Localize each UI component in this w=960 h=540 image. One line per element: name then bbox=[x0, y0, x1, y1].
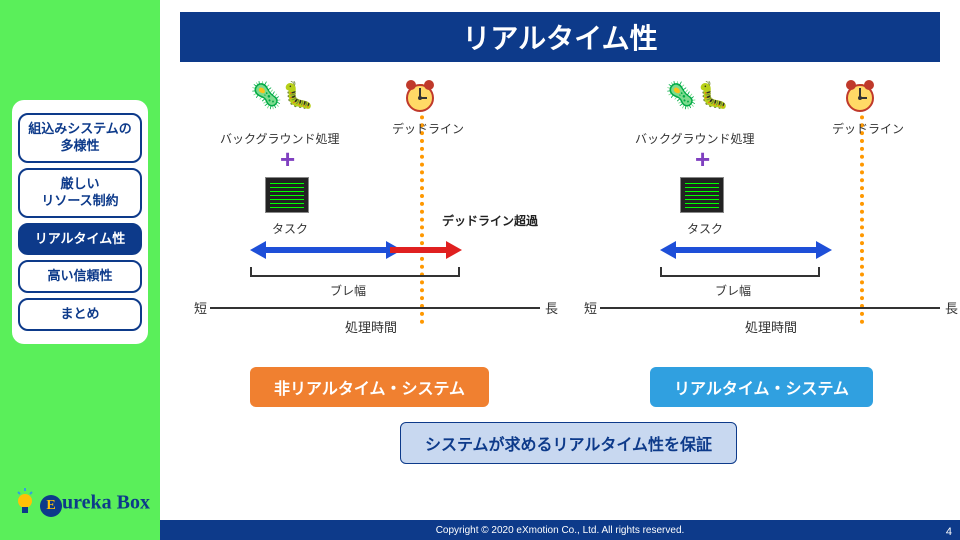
bug-icon: 🦠🐛 bbox=[250, 80, 315, 111]
nav-item-resource[interactable]: 厳しい リソース制約 bbox=[18, 168, 142, 218]
nav-item-reliability[interactable]: 高い信頼性 bbox=[18, 260, 142, 293]
bug-icon: 🦠🐛 bbox=[665, 80, 730, 111]
bracket-left bbox=[250, 267, 460, 277]
page-number: 4 bbox=[946, 526, 952, 538]
blue-arrow-left bbox=[262, 247, 390, 253]
panel-realtime: デッドライン 🦠🐛 バックグラウンド処理 + タスク ブレ幅 短 長 処理時間 bbox=[570, 72, 950, 362]
axis-short: 短 bbox=[584, 298, 597, 317]
panel-non-realtime: デッドライン 🦠🐛 バックグラウンド処理 + タスク デッドライン超過 ブレ幅 … bbox=[180, 72, 560, 362]
logo-text: ureka Box bbox=[62, 492, 150, 514]
jitter-label: ブレ幅 bbox=[330, 282, 366, 299]
plus-icon: + bbox=[280, 144, 295, 175]
axis-label: 処理時間 bbox=[345, 317, 397, 336]
logo-e: E bbox=[40, 495, 62, 517]
deadline-label: デッドライン bbox=[392, 120, 464, 137]
nav-item-realtime[interactable]: リアルタイム性 bbox=[18, 223, 142, 256]
deadline-label: デッドライン bbox=[832, 120, 904, 137]
axis-label: 処理時間 bbox=[745, 317, 797, 336]
task-icon bbox=[265, 177, 309, 213]
nav-item-summary[interactable]: まとめ bbox=[18, 298, 142, 331]
task-label: タスク bbox=[687, 220, 723, 237]
footer: Copyright © 2020 eXmotion Co., Ltd. All … bbox=[160, 520, 960, 540]
red-arrow-left bbox=[390, 247, 450, 253]
axis-long: 長 bbox=[545, 298, 558, 317]
blue-arrow-right bbox=[672, 247, 820, 253]
badge-realtime: リアルタイム・システム bbox=[650, 367, 873, 407]
copyright: Copyright © 2020 eXmotion Co., Ltd. All … bbox=[436, 525, 685, 536]
jitter-label: ブレ幅 bbox=[715, 282, 751, 299]
nav-item-diversity[interactable]: 組込みシステムの多様性 bbox=[18, 113, 142, 163]
plus-icon: + bbox=[695, 144, 710, 175]
axis-right bbox=[600, 307, 940, 309]
task-icon bbox=[680, 177, 724, 213]
bulb-icon bbox=[14, 488, 36, 520]
task-label: タスク bbox=[272, 220, 308, 237]
clock-icon bbox=[842, 78, 878, 114]
badge-non-realtime: 非リアルタイム・システム bbox=[250, 367, 489, 407]
page-title: リアルタイム性 bbox=[180, 12, 940, 62]
diagram: デッドライン 🦠🐛 バックグラウンド処理 + タスク デッドライン超過 ブレ幅 … bbox=[160, 72, 960, 492]
nav-container: 組込みシステムの多様性 厳しい リソース制約 リアルタイム性 高い信頼性 まとめ bbox=[12, 100, 148, 344]
bracket-right bbox=[660, 267, 820, 277]
sidebar: 組込みシステムの多様性 厳しい リソース制約 リアルタイム性 高い信頼性 まとめ… bbox=[0, 0, 160, 540]
badge-guarantee: システムが求めるリアルタイム性を保証 bbox=[400, 422, 737, 464]
clock-icon bbox=[402, 78, 438, 114]
logo: Eureka Box bbox=[14, 488, 150, 520]
axis-long: 長 bbox=[945, 298, 958, 317]
overflow-label: デッドライン超過 bbox=[442, 212, 538, 229]
main-area: リアルタイム性 デッドライン 🦠🐛 バックグラウンド処理 + タスク デッドライ… bbox=[160, 0, 960, 540]
axis-left bbox=[210, 307, 540, 309]
axis-short: 短 bbox=[194, 298, 207, 317]
